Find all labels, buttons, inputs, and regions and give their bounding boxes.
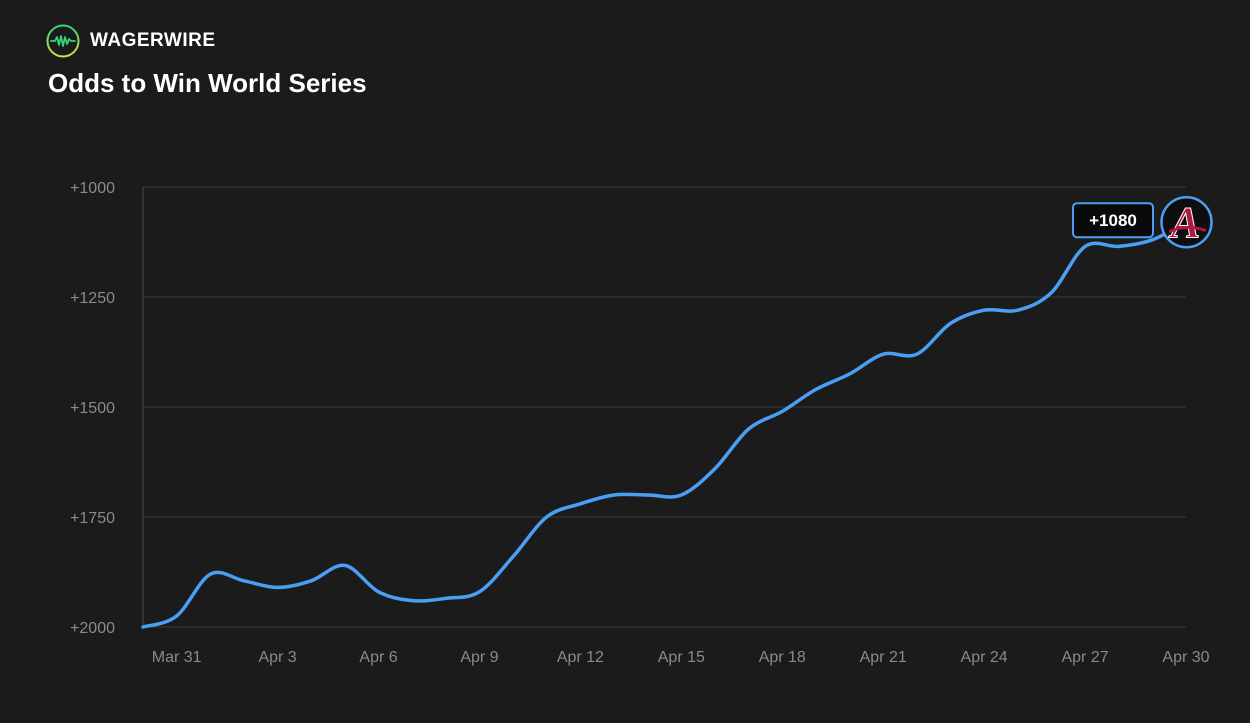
x-tick-label: Apr 6 (359, 649, 397, 666)
grid-lines (143, 186, 1186, 628)
current-value-callout: +1080 (1072, 202, 1154, 239)
y-tick-label: +1500 (70, 400, 115, 417)
x-tick-label: Apr 12 (557, 649, 604, 666)
chart-title: Odds to Win World Series (48, 68, 367, 98)
x-tick-label: Apr 9 (460, 649, 498, 666)
x-tick-label: Apr 18 (759, 649, 806, 666)
y-tick-label: +1000 (70, 180, 115, 197)
tomahawk-shape (1169, 225, 1206, 233)
x-tick-label: Apr 30 (1162, 649, 1209, 666)
braves-a-glyph: A (1168, 198, 1200, 247)
x-tick-label: Apr 24 (961, 649, 1008, 666)
team-marker: A (1160, 195, 1213, 249)
brand: WAGERWIRE (46, 23, 367, 59)
y-tick-label: +2000 (70, 620, 115, 637)
current-value-box (1072, 202, 1154, 239)
chart-header: WAGERWIRE Odds to Win World Series (46, 23, 367, 99)
pulse-circle-icon (46, 24, 80, 58)
x-tick-label: Mar 31 (152, 649, 202, 666)
x-tick-labels: Mar 31 Apr 3 Apr 6 Apr 9 Apr 12 Apr 15 Apr 18 A… (152, 649, 1210, 666)
brand-name: WAGERWIRE (90, 30, 216, 51)
current-value-label: +1080 (1089, 211, 1137, 230)
x-tick-label: Apr 3 (258, 649, 296, 666)
series-line (141, 220, 1188, 629)
y-tick-label: +1750 (70, 510, 115, 527)
series-lines (141, 220, 1188, 629)
atlanta-braves-logo: A (1167, 198, 1206, 248)
x-tick-label: Apr 27 (1061, 649, 1108, 666)
marker-ring (1160, 195, 1213, 249)
x-tick-label: Apr 15 (658, 649, 705, 666)
y-tick-label: +1250 (70, 290, 115, 307)
x-tick-label: Apr 21 (860, 649, 907, 666)
y-tick-labels: +1000 +1250 +1500 +1750 +2000 (70, 180, 115, 637)
